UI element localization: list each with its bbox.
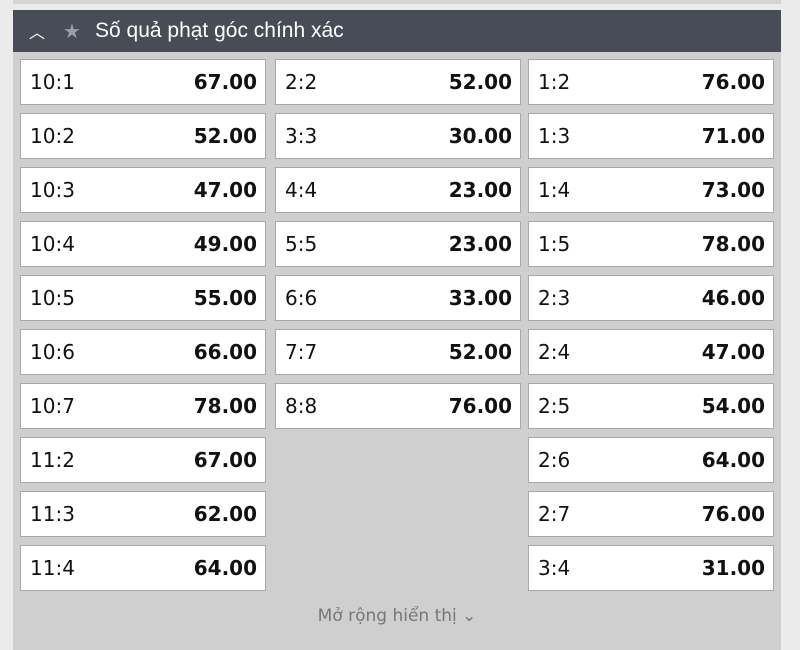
odds-cell[interactable]: 2:3 46.00 <box>528 275 774 321</box>
odds-value: 52.00 <box>193 124 257 148</box>
odds-value: 67.00 <box>193 70 257 94</box>
score-label: 7:7 <box>285 340 318 364</box>
score-label: 11:2 <box>30 448 75 472</box>
score-label: 4:4 <box>285 178 318 202</box>
market-title: Số quả phạt góc chính xác <box>95 19 344 42</box>
odds-cell[interactable]: 10:5 55.00 <box>20 275 266 321</box>
score-label: 10:3 <box>30 178 75 202</box>
odds-value: 23.00 <box>448 178 512 202</box>
odds-value: 76.00 <box>448 394 512 418</box>
odds-cell[interactable]: 11:3 62.00 <box>20 491 266 537</box>
odds-cell[interactable]: 1:5 78.00 <box>528 221 774 267</box>
score-label: 5:5 <box>285 232 318 256</box>
score-label: 10:7 <box>30 394 75 418</box>
score-label: 2:3 <box>538 286 571 310</box>
odds-cell[interactable]: 2:2 52.00 <box>275 59 521 105</box>
odds-cell[interactable]: 3:4 31.00 <box>528 545 774 591</box>
odds-value: 46.00 <box>701 286 765 310</box>
odds-cell[interactable]: 2:7 76.00 <box>528 491 774 537</box>
odds-value: 47.00 <box>193 178 257 202</box>
odds-value: 54.00 <box>701 394 765 418</box>
score-label: 8:8 <box>285 394 318 418</box>
score-label: 1:2 <box>538 70 571 94</box>
market-panel: ︿ ★ Số quả phạt góc chính xác 10:1 67.00 1… <box>13 10 781 650</box>
odds-value: 30.00 <box>448 124 512 148</box>
odds-value: 31.00 <box>701 556 765 580</box>
odds-cell[interactable]: 2:5 54.00 <box>528 383 774 429</box>
chevron-up-icon[interactable]: ︿ <box>29 23 46 42</box>
odds-cell[interactable]: 7:7 52.00 <box>275 329 521 375</box>
odds-value: 52.00 <box>448 70 512 94</box>
odds-cell[interactable]: 1:4 73.00 <box>528 167 774 213</box>
odds-cell[interactable]: 10:4 49.00 <box>20 221 266 267</box>
odds-value: 62.00 <box>193 502 257 526</box>
odds-cell[interactable]: 11:2 67.00 <box>20 437 266 483</box>
score-label: 2:5 <box>538 394 571 418</box>
odds-cell[interactable]: 1:3 71.00 <box>528 113 774 159</box>
score-label: 10:6 <box>30 340 75 364</box>
score-label: 1:4 <box>538 178 571 202</box>
odds-value: 52.00 <box>448 340 512 364</box>
odds-value: 47.00 <box>701 340 765 364</box>
score-label: 10:5 <box>30 286 75 310</box>
score-label: 1:5 <box>538 232 571 256</box>
score-label: 11:3 <box>30 502 75 526</box>
score-label: 6:6 <box>285 286 318 310</box>
odds-value: 76.00 <box>701 70 765 94</box>
odds-cell[interactable]: 11:4 64.00 <box>20 545 266 591</box>
score-label: 1:3 <box>538 124 571 148</box>
odds-cell[interactable]: 10:7 78.00 <box>20 383 266 429</box>
odds-value: 78.00 <box>193 394 257 418</box>
odds-value: 76.00 <box>701 502 765 526</box>
odds-cell[interactable]: 8:8 76.00 <box>275 383 521 429</box>
odds-value: 33.00 <box>448 286 512 310</box>
odds-cell[interactable]: 5:5 23.00 <box>275 221 521 267</box>
odds-value: 64.00 <box>701 448 765 472</box>
odds-cell[interactable]: 2:4 47.00 <box>528 329 774 375</box>
score-label: 3:4 <box>538 556 571 580</box>
star-icon[interactable]: ★ <box>63 19 81 43</box>
odds-cell[interactable]: 4:4 23.00 <box>275 167 521 213</box>
odds-cell[interactable]: 6:6 33.00 <box>275 275 521 321</box>
odds-cell[interactable]: 2:6 64.00 <box>528 437 774 483</box>
odds-value: 71.00 <box>701 124 765 148</box>
odds-cell[interactable]: 10:6 66.00 <box>20 329 266 375</box>
score-label: 2:7 <box>538 502 571 526</box>
market-header[interactable]: ︿ ★ Số quả phạt góc chính xác <box>13 10 781 52</box>
top-divider <box>13 0 781 4</box>
odds-value: 49.00 <box>193 232 257 256</box>
expand-button[interactable]: Mở rộng hiển thị ⌄ <box>317 606 477 626</box>
odds-value: 67.00 <box>193 448 257 472</box>
score-label: 10:1 <box>30 70 75 94</box>
score-label: 10:4 <box>30 232 75 256</box>
odds-cell[interactable]: 10:1 67.00 <box>20 59 266 105</box>
odds-cell[interactable]: 10:2 52.00 <box>20 113 266 159</box>
odds-value: 64.00 <box>193 556 257 580</box>
odds-cell[interactable]: 3:3 30.00 <box>275 113 521 159</box>
odds-cell[interactable]: 10:3 47.00 <box>20 167 266 213</box>
score-label: 11:4 <box>30 556 75 580</box>
odds-cell[interactable]: 1:2 76.00 <box>528 59 774 105</box>
score-label: 3:3 <box>285 124 318 148</box>
odds-value: 73.00 <box>701 178 765 202</box>
score-label: 2:4 <box>538 340 571 364</box>
score-label: 2:6 <box>538 448 571 472</box>
score-label: 10:2 <box>30 124 75 148</box>
odds-value: 78.00 <box>701 232 765 256</box>
score-label: 2:2 <box>285 70 318 94</box>
odds-value: 55.00 <box>193 286 257 310</box>
odds-value: 23.00 <box>448 232 512 256</box>
odds-value: 66.00 <box>193 340 257 364</box>
